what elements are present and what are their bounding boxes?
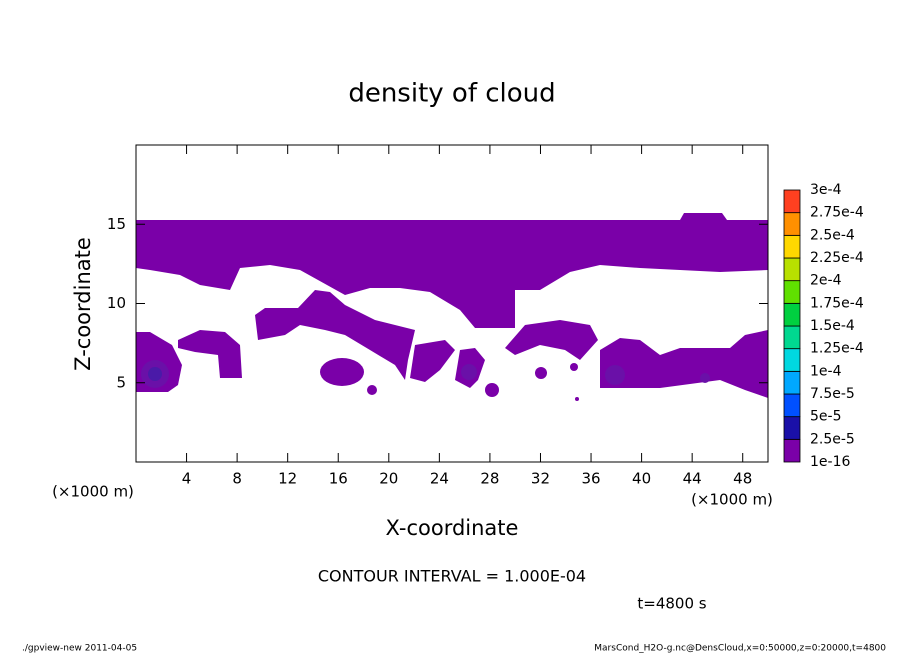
contour-region bbox=[255, 290, 415, 380]
colorbar-label: 2e-4 bbox=[810, 273, 842, 289]
x-tick-label: 12 bbox=[278, 470, 297, 488]
x-tick-label: 4 bbox=[182, 470, 192, 488]
footer-right: MarsCond_H2O-g.nc@DensCloud,x=0:50000,z=… bbox=[594, 644, 886, 654]
colorbar-box bbox=[783, 257, 801, 282]
colorbar-box bbox=[783, 234, 801, 259]
contour-region bbox=[535, 367, 547, 379]
colorbar-label: 1e-16 bbox=[810, 454, 850, 470]
colorbar-box bbox=[783, 393, 801, 418]
colorbar-box bbox=[783, 370, 801, 395]
contour-regions bbox=[136, 213, 768, 401]
footer-left: ./gpview-new 2011-04-05 bbox=[22, 644, 137, 654]
x-axis-label: X-coordinate bbox=[386, 516, 519, 540]
x-unit-label: (×1000 m) bbox=[52, 483, 134, 501]
colorbar-box bbox=[783, 302, 801, 327]
colorbar-label: 3e-4 bbox=[810, 182, 842, 198]
colorbar-label: 2.25e-4 bbox=[810, 250, 864, 266]
colorbar-box bbox=[783, 212, 801, 236]
contour-region bbox=[148, 367, 162, 381]
y-axis-label: Z-coordinate bbox=[71, 237, 95, 371]
contour-region bbox=[320, 358, 364, 386]
x-tick-label: 20 bbox=[379, 470, 398, 488]
colorbar-label: 2.5e-4 bbox=[810, 227, 855, 243]
contour-region bbox=[367, 385, 377, 395]
y-tick-label: 10 bbox=[107, 294, 126, 312]
colorbar-label: 1e-4 bbox=[810, 363, 842, 379]
colorbar-box bbox=[783, 348, 801, 372]
colorbar-label: 7.5e-5 bbox=[810, 386, 855, 402]
colorbar-label: 1.75e-4 bbox=[810, 295, 864, 311]
contour-region bbox=[680, 213, 727, 220]
colorbar-label: 2.5e-5 bbox=[810, 431, 855, 447]
contour-region bbox=[600, 330, 768, 398]
x-tick-label: 28 bbox=[480, 470, 499, 488]
colorbar-label: 2.75e-4 bbox=[810, 205, 864, 221]
x-tick-label: 32 bbox=[531, 470, 550, 488]
colorbar-box bbox=[783, 438, 801, 463]
colorbar-label: 1.5e-4 bbox=[810, 318, 855, 334]
contour-region bbox=[605, 365, 625, 385]
x-tick-label: 48 bbox=[733, 470, 752, 488]
x-tick-label: 24 bbox=[430, 470, 449, 488]
x-tick-label: 16 bbox=[329, 470, 348, 488]
contour-region bbox=[505, 320, 598, 360]
contour-region bbox=[570, 363, 578, 371]
y-tick-label: 5 bbox=[116, 373, 126, 391]
colorbar-label: 1.25e-4 bbox=[810, 341, 864, 357]
y-tick-label: 15 bbox=[107, 215, 126, 233]
contour-region bbox=[575, 397, 579, 401]
contour-region bbox=[700, 373, 710, 383]
x-tick-label: 36 bbox=[581, 470, 600, 488]
colorbar-box bbox=[783, 325, 801, 350]
contour-region bbox=[136, 220, 768, 328]
contour-interval: CONTOUR INTERVAL = 1.000E-04 bbox=[318, 567, 586, 586]
colorbar-label: 5e-5 bbox=[810, 409, 841, 425]
x-tick-label: 44 bbox=[683, 470, 702, 488]
contour-region bbox=[461, 364, 477, 380]
x-tick-label: 40 bbox=[632, 470, 651, 488]
time-label: t=4800 s bbox=[637, 595, 706, 613]
contour-region bbox=[485, 383, 499, 397]
colorbar-box bbox=[783, 416, 801, 440]
x-unit-label: (×1000 m) bbox=[691, 491, 773, 509]
colorbar-box bbox=[783, 189, 801, 214]
colorbar-box bbox=[783, 280, 801, 304]
chart-title: density of cloud bbox=[348, 79, 555, 109]
contour-region bbox=[410, 340, 455, 382]
x-tick-label: 8 bbox=[232, 470, 242, 488]
contour-region bbox=[178, 330, 242, 378]
